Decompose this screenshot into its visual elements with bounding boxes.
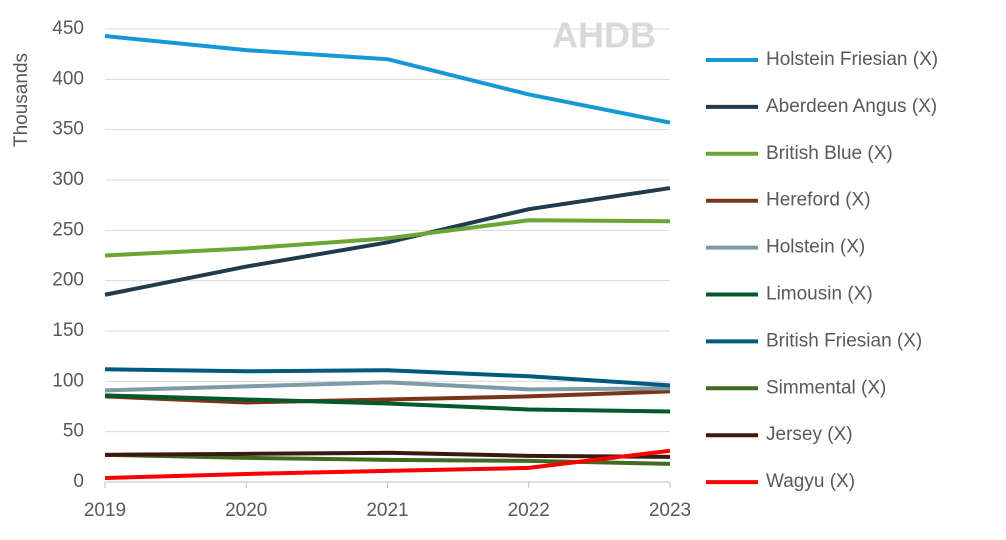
data-line [104, 393, 671, 414]
x-tick-label: 2023 [649, 500, 691, 521]
data-line [104, 186, 671, 297]
legend-label: Simmental (X) [766, 377, 886, 398]
legend-label: British Friesian (X) [766, 330, 922, 351]
x-tick-label: 2022 [508, 500, 550, 521]
x-tick-label: 2019 [84, 500, 126, 521]
y-tick-label: 100 [52, 370, 84, 391]
y-tick-label: 350 [52, 119, 84, 140]
data-line [104, 380, 671, 393]
legend-label: Jersey (X) [766, 424, 853, 445]
data-line [104, 450, 671, 459]
legend-label: Hereford (X) [766, 190, 871, 211]
data-line [104, 367, 671, 388]
y-tick-label: 0 [73, 471, 84, 492]
legend-label: Aberdeen Angus (X) [766, 96, 937, 117]
y-tick-label: 200 [52, 270, 84, 291]
legend-label: Holstein Friesian (X) [766, 49, 938, 70]
legend-label: British Blue (X) [766, 143, 893, 164]
y-tick-label: 400 [52, 68, 84, 89]
y-axis-label: Thousands [11, 53, 32, 147]
y-tick-label: 300 [52, 169, 84, 190]
y-tick-label: 150 [52, 320, 84, 341]
data-line [104, 389, 671, 405]
data-line [104, 34, 671, 125]
legend-label: Wagyu (X) [766, 471, 855, 492]
data-line [104, 448, 671, 480]
legend-label: Limousin (X) [766, 284, 873, 305]
data-line [104, 218, 671, 258]
y-tick-label: 250 [52, 219, 84, 240]
y-tick-label: 50 [63, 421, 84, 442]
y-tick-label: 450 [52, 18, 84, 39]
x-tick-label: 2021 [366, 500, 408, 521]
x-tick-label: 2020 [225, 500, 267, 521]
legend-label: Holstein (X) [766, 237, 865, 258]
watermark: AHDB [552, 15, 656, 56]
